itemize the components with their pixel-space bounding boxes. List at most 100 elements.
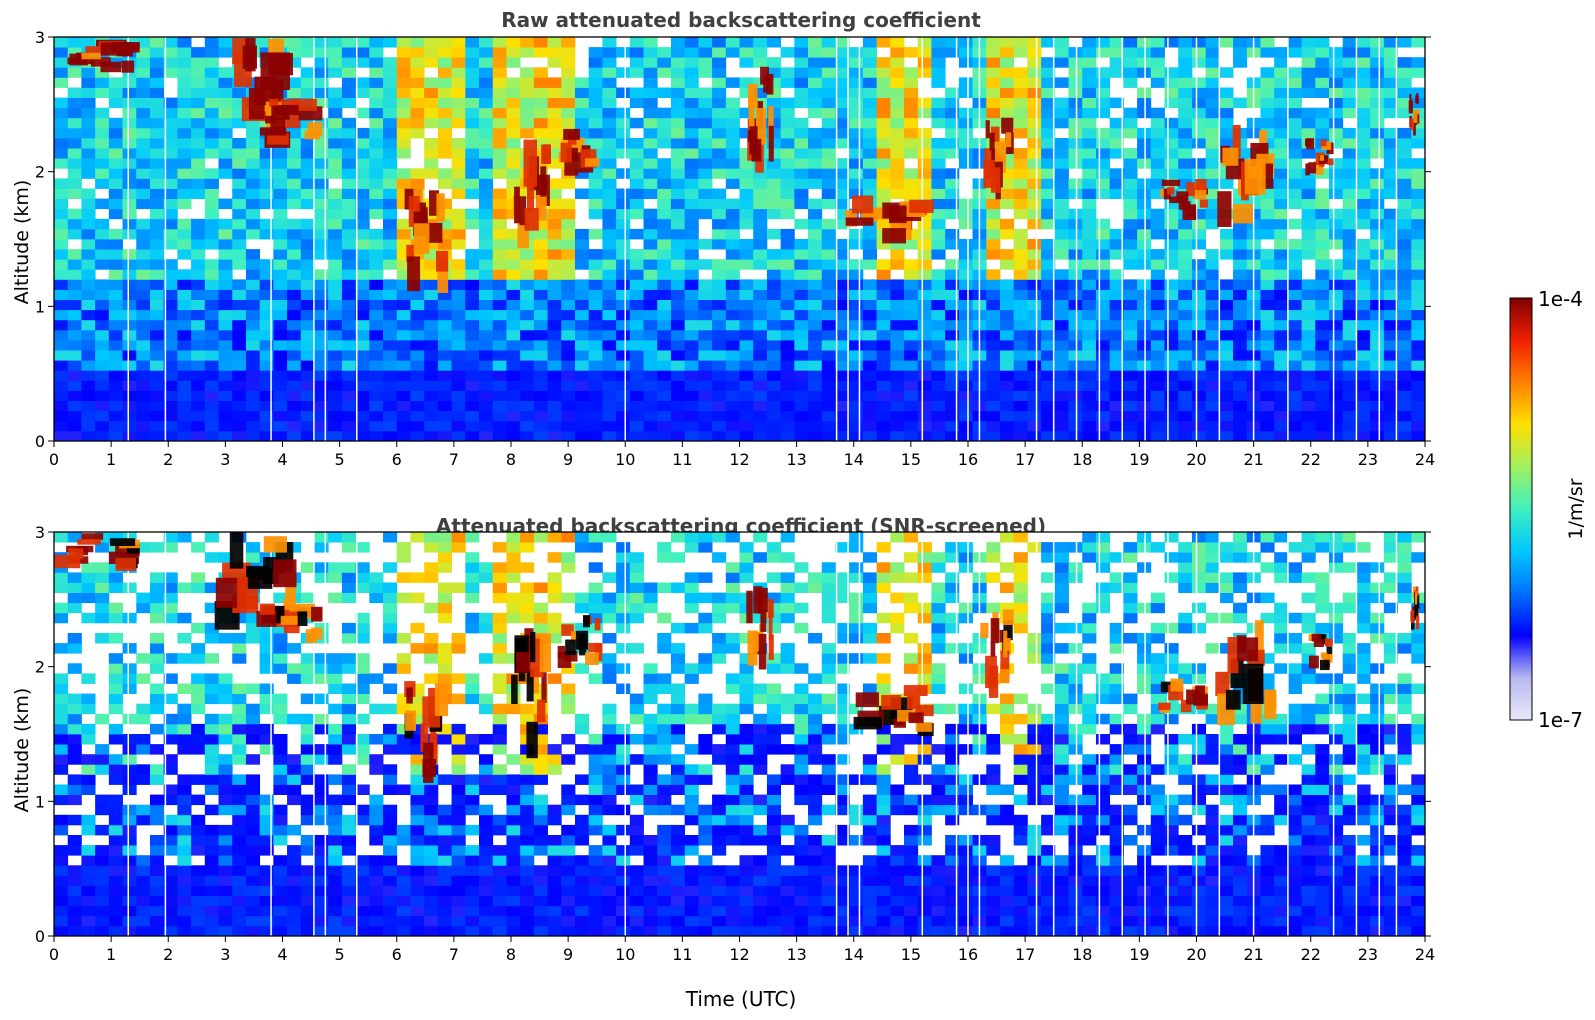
heat-cell xyxy=(191,845,206,856)
heat-cell xyxy=(1013,360,1028,371)
heat-cell xyxy=(1095,148,1111,159)
heat-cell xyxy=(999,228,1015,240)
heat-cell xyxy=(1191,309,1207,321)
heat-cell xyxy=(931,420,946,432)
heat-cell xyxy=(1082,97,1097,109)
heat-cell xyxy=(1082,208,1097,220)
heat-cell xyxy=(1205,259,1220,270)
heat-cell xyxy=(67,370,82,381)
heat-cell xyxy=(794,370,809,381)
heat-cell xyxy=(1370,87,1385,98)
heat-cell xyxy=(904,885,919,896)
y-tick-label: 3 xyxy=(35,28,45,47)
heat-cell xyxy=(986,67,1001,78)
heat-cell xyxy=(136,309,151,321)
heat-cell xyxy=(122,865,137,876)
heat-cell xyxy=(766,845,782,856)
heat-cell xyxy=(1342,239,1357,250)
heat-cell xyxy=(616,824,631,836)
heat-cell xyxy=(245,865,261,876)
heat-cell xyxy=(1411,158,1426,169)
heat-cell xyxy=(1287,97,1303,109)
heat-cell xyxy=(451,905,466,917)
heat-cell xyxy=(437,885,452,896)
heat-cell xyxy=(1054,925,1069,937)
heat-cell xyxy=(917,319,932,331)
heat-cell xyxy=(849,117,864,129)
heat-cell xyxy=(479,107,494,119)
heat-cell xyxy=(931,855,946,866)
heat-cell xyxy=(670,350,686,361)
heat-cell xyxy=(1411,289,1426,300)
heat-cell xyxy=(1013,350,1028,361)
heat-cell xyxy=(149,855,165,866)
heat-cell xyxy=(1137,380,1152,391)
heat-cell xyxy=(1013,430,1028,442)
heat-cell xyxy=(437,37,452,48)
heat-cell xyxy=(739,875,754,886)
heat-cell xyxy=(273,168,288,179)
heat-cell xyxy=(1082,329,1097,341)
heat-cell xyxy=(698,67,713,78)
heat-cell xyxy=(1013,319,1028,331)
heat-cell xyxy=(410,329,425,341)
heat-cell xyxy=(1356,269,1371,280)
heat-cell xyxy=(849,87,864,98)
heat-cell xyxy=(821,57,836,68)
heat-cell xyxy=(300,895,315,907)
heat-cell xyxy=(287,309,302,321)
heat-cell xyxy=(300,430,315,442)
heat-cell xyxy=(437,208,452,220)
heat-cell xyxy=(698,57,713,68)
heat-cell xyxy=(81,87,96,98)
heat-cell xyxy=(1013,67,1028,78)
heat-cell xyxy=(808,420,823,432)
heat-cell xyxy=(1260,97,1275,109)
heat-cell xyxy=(287,319,302,331)
heat-cell xyxy=(54,875,69,886)
heat-cell xyxy=(1370,410,1385,422)
heat-cell xyxy=(136,430,151,442)
heat-cell xyxy=(1205,67,1220,78)
heat-cell xyxy=(835,875,850,886)
heat-cell xyxy=(1109,380,1124,391)
heat-cell xyxy=(616,239,631,250)
heat-cell xyxy=(95,380,110,391)
heat-cell xyxy=(1054,370,1069,381)
heat-cell xyxy=(355,168,370,179)
heat-cell xyxy=(1137,895,1152,907)
heat-cell xyxy=(369,117,384,129)
heat-cell xyxy=(81,279,96,290)
heat-cell xyxy=(1329,329,1344,341)
heat-cell xyxy=(945,127,960,139)
heat-cell xyxy=(424,380,439,391)
heat-cell xyxy=(204,885,219,896)
cloud-cell xyxy=(269,98,279,107)
heat-cell xyxy=(177,845,192,856)
heat-cell xyxy=(725,905,740,917)
heat-cell xyxy=(1041,845,1056,856)
heat-cell xyxy=(945,390,960,401)
heat-cell xyxy=(1054,249,1069,260)
heat-cell xyxy=(1370,57,1385,68)
heat-cell xyxy=(890,148,905,159)
heat-cell xyxy=(670,430,686,442)
heat-cell xyxy=(341,239,357,250)
heat-cell xyxy=(547,239,562,250)
heat-cell xyxy=(1095,37,1111,48)
heat-cell xyxy=(492,259,507,270)
heat-cell xyxy=(465,350,480,361)
heat-cell xyxy=(835,37,850,48)
heat-cell xyxy=(355,218,370,230)
heat-cell xyxy=(588,228,603,240)
heat-cell xyxy=(437,67,452,78)
heat-cell xyxy=(81,865,96,876)
heat-cell xyxy=(1370,360,1385,371)
heat-cell xyxy=(1027,249,1042,260)
heat-cell xyxy=(300,875,315,886)
heat-cell xyxy=(533,875,548,886)
heat-cell xyxy=(1095,218,1111,230)
heat-cell xyxy=(136,340,151,351)
heat-cell xyxy=(95,67,110,78)
